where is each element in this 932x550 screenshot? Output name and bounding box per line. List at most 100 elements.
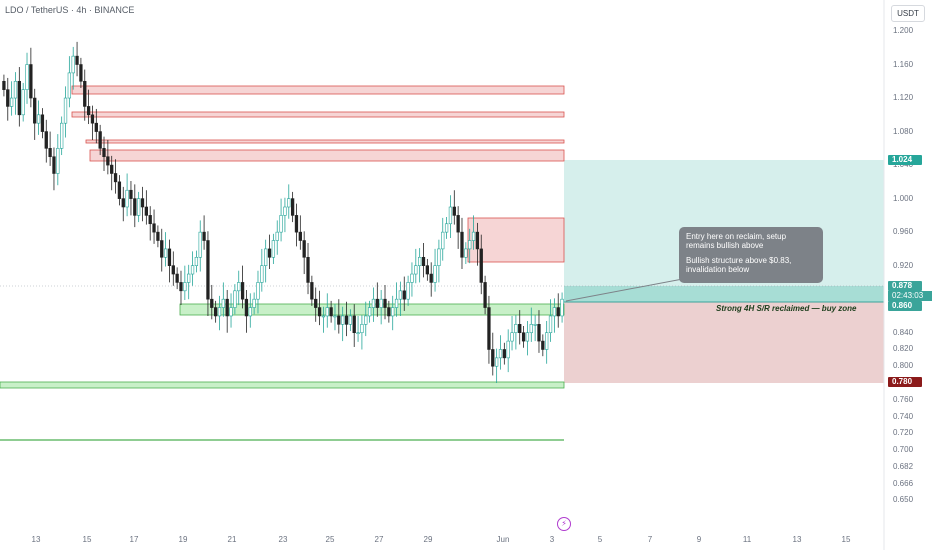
- time-axis-label: 15: [82, 535, 92, 544]
- candle-body: [290, 198, 295, 216]
- resistance-zone-4[interactable]: [89, 149, 565, 162]
- price-axis-label: 1.200: [893, 26, 914, 35]
- candle-body: [421, 256, 426, 266]
- candle-body: [360, 324, 364, 334]
- candle-body: [206, 240, 210, 300]
- candle-body: [375, 298, 379, 308]
- take-profit-tag: 1.024: [888, 155, 922, 165]
- support-zone-low[interactable]: [0, 381, 565, 389]
- candle-body: [125, 189, 129, 208]
- candle-body: [256, 282, 260, 300]
- candle-body: [498, 349, 503, 359]
- candle-body: [117, 181, 122, 199]
- candle-body: [275, 231, 279, 241]
- candle-body: [190, 265, 195, 275]
- price-axis-label: 1.160: [893, 59, 914, 69]
- candle-body: [86, 106, 91, 116]
- resistance-zone-5[interactable]: [467, 217, 565, 263]
- candle-body: [383, 298, 387, 308]
- candle-body: [402, 290, 406, 300]
- countdown-timer: 02:43:03: [888, 291, 932, 301]
- lightning-icon[interactable]: ⚡: [557, 517, 571, 531]
- candle-body: [502, 349, 506, 359]
- candle-body: [525, 332, 530, 342]
- candle-body: [560, 298, 564, 317]
- time-axis-label: 3: [549, 535, 555, 544]
- time-axis-label: 7: [647, 535, 653, 544]
- candle-body: [60, 122, 64, 149]
- candle-body: [460, 231, 464, 258]
- candle-body: [264, 248, 268, 266]
- price-axis-label: 0.820: [893, 344, 914, 354]
- candle-body: [90, 114, 95, 124]
- resistance-zone-2[interactable]: [71, 111, 565, 118]
- candle-body: [252, 298, 256, 308]
- candle-body: [187, 273, 191, 283]
- candle-body: [441, 231, 445, 250]
- candle-body: [121, 198, 125, 208]
- price-axis-label: 0.666: [893, 478, 914, 488]
- price-axis-label: 0.840: [893, 327, 914, 337]
- price-axis-label: 1.120: [893, 93, 914, 103]
- candle-body: [310, 282, 314, 300]
- candle-body: [194, 256, 199, 266]
- stop-loss-tag: 0.780: [888, 377, 922, 387]
- entry-price-tag: 0.860: [888, 301, 922, 311]
- candle-body: [13, 80, 18, 99]
- candle-body: [329, 307, 333, 317]
- candle-body: [394, 298, 399, 308]
- candle-body: [483, 282, 487, 308]
- time-axis-label: 11: [742, 535, 752, 544]
- candle-body: [63, 97, 68, 124]
- price-axis-label: 0.740: [893, 411, 914, 421]
- candle-body: [541, 340, 545, 350]
- candle-body: [521, 332, 526, 342]
- symbol-title[interactable]: LDO / TetherUS · 4h · BINANCE: [5, 5, 135, 15]
- candle-body: [414, 265, 418, 275]
- buy-zone-caption: Strong 4H S/R reclaimed — buy zone: [716, 304, 857, 313]
- candle-body: [248, 307, 252, 317]
- candle-body: [317, 307, 322, 317]
- candle-body: [552, 307, 557, 317]
- candle-body: [364, 315, 368, 325]
- candle-body: [556, 307, 560, 317]
- currency-badge[interactable]: USDT: [891, 5, 925, 22]
- candle-body: [160, 240, 164, 258]
- candle-body: [429, 273, 433, 283]
- candle-body: [298, 231, 302, 241]
- annotation-box[interactable]: Entry here on reclaim, setup remains bul…: [679, 227, 823, 283]
- candle-body: [48, 148, 52, 158]
- candle-body: [487, 307, 491, 350]
- time-axis-label: 5: [597, 535, 603, 544]
- candle-body: [179, 282, 183, 292]
- candle-body: [267, 248, 272, 258]
- candle-body: [152, 223, 156, 233]
- candle-body: [548, 315, 553, 334]
- candle-body: [333, 315, 337, 318]
- candle-body: [198, 231, 202, 258]
- candle-body: [283, 206, 287, 216]
- resistance-zone-1[interactable]: [71, 85, 565, 95]
- annotation-line-2: Bullish structure above $0.83, invalidat…: [686, 256, 792, 274]
- candle-body: [514, 324, 518, 334]
- candle-body: [163, 248, 168, 258]
- price-axis-label: 0.960: [893, 227, 914, 237]
- candle-body: [52, 156, 56, 174]
- time-axis-label: 23: [278, 535, 288, 544]
- candles-group: [2, 41, 564, 383]
- candle-body: [183, 282, 187, 292]
- resistance-zone-3[interactable]: [85, 139, 565, 144]
- candle-body: [29, 64, 33, 99]
- candle-body: [167, 248, 172, 266]
- candle-body: [468, 240, 472, 250]
- candle-body: [36, 114, 41, 124]
- time-axis-label: 13: [31, 535, 41, 544]
- candle-body: [233, 290, 237, 308]
- candle-body: [344, 315, 349, 325]
- candle-body: [9, 97, 14, 107]
- candle-body: [44, 131, 48, 149]
- candle-body: [133, 198, 137, 216]
- candle-body: [471, 231, 476, 241]
- candle-body: [94, 122, 98, 132]
